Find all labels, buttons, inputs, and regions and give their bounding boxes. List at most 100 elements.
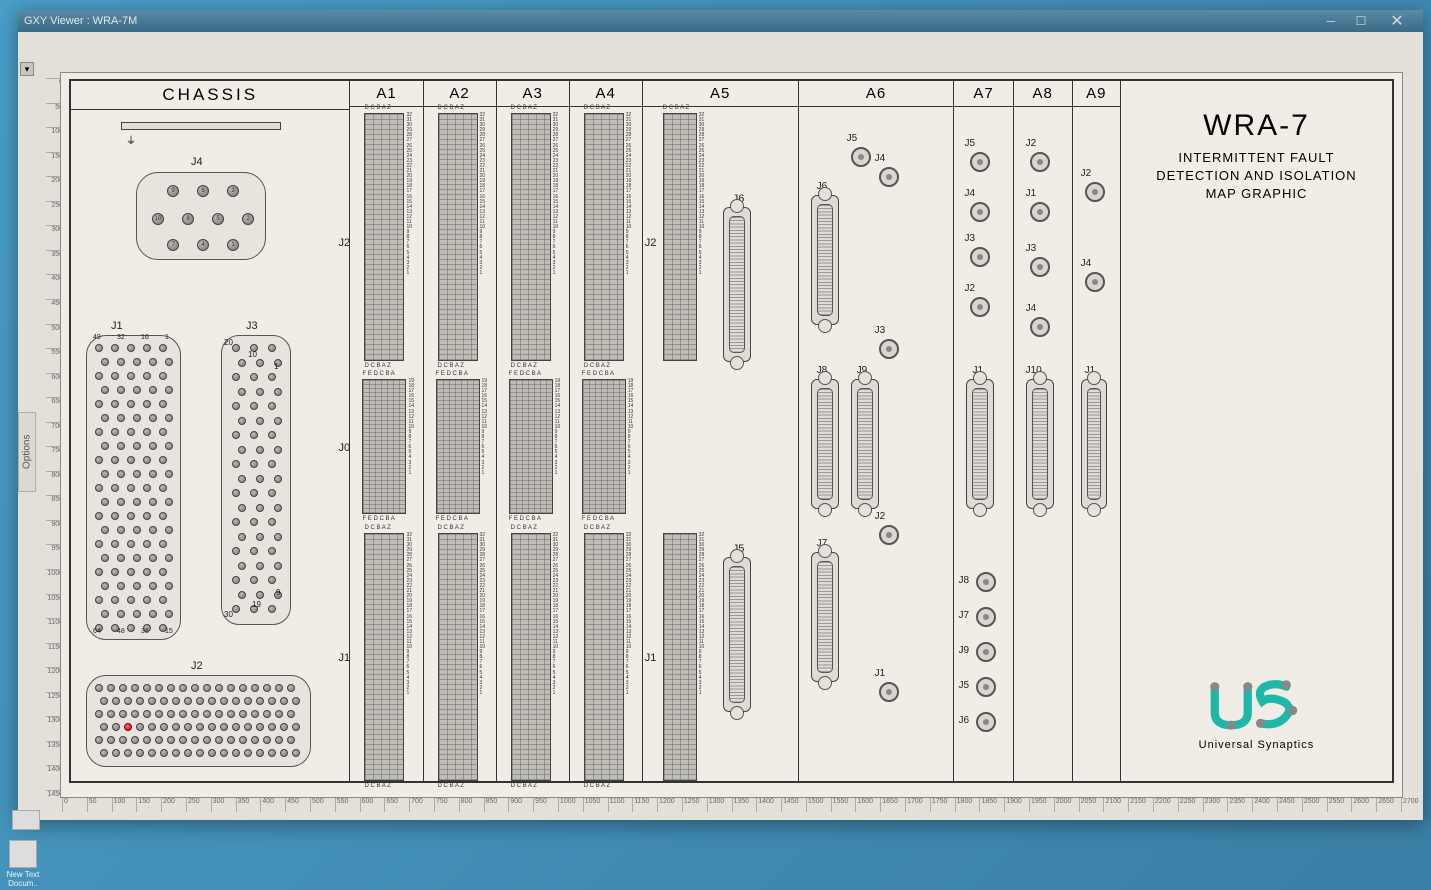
connector-coax[interactable]	[879, 525, 899, 545]
connector-coax[interactable]	[851, 147, 871, 167]
coax-label: J3	[875, 325, 886, 336]
pin	[101, 358, 109, 366]
minimize-button[interactable]: ─	[1317, 13, 1345, 29]
connector-j2-grid[interactable]	[364, 113, 404, 361]
pin	[250, 460, 258, 468]
connector-coax[interactable]	[970, 247, 990, 267]
pin	[220, 749, 228, 757]
ruler-tick: 2350	[1227, 798, 1245, 812]
pin	[111, 568, 119, 576]
connector-dsub[interactable]	[811, 552, 839, 682]
connector-j0-grid[interactable]	[362, 379, 406, 514]
close-button[interactable]: ✕	[1377, 13, 1417, 29]
connector-j4[interactable]: 96310852741	[136, 172, 266, 260]
connector-j1-grid[interactable]	[364, 533, 404, 781]
connector-j2-grid[interactable]	[438, 113, 478, 361]
app-icon	[12, 810, 40, 830]
connector-a5-j5[interactable]	[723, 557, 751, 712]
pin	[101, 498, 109, 506]
pin	[95, 484, 103, 492]
desktop-icon[interactable]: New Text Docum..	[6, 840, 40, 884]
connector-coax[interactable]	[1085, 182, 1105, 202]
connector-coax[interactable]	[879, 339, 899, 359]
connector-j0-grid[interactable]	[582, 379, 626, 514]
pin	[117, 498, 125, 506]
connector-dsub[interactable]	[811, 195, 839, 325]
connector-a5-j1[interactable]	[663, 533, 697, 781]
maximize-button[interactable]: ☐	[1347, 13, 1375, 29]
pin	[215, 684, 223, 692]
pin	[95, 400, 103, 408]
pin	[149, 442, 157, 450]
ruler-tick: 850	[484, 798, 498, 812]
pin	[117, 358, 125, 366]
pin: 3	[227, 185, 239, 197]
pin	[165, 582, 173, 590]
connector-a5-j6[interactable]	[723, 207, 751, 362]
ruler-tick: 2500	[1302, 798, 1320, 812]
connector-coax[interactable]	[970, 297, 990, 317]
connector-j1[interactable]: 493216164483115	[86, 335, 181, 640]
pin	[215, 736, 223, 744]
connector-dsub[interactable]	[851, 379, 879, 509]
connector-coax[interactable]	[976, 642, 996, 662]
ruler-tick: 1050	[583, 798, 601, 812]
pin	[101, 610, 109, 618]
pin	[232, 373, 240, 381]
pin	[101, 582, 109, 590]
row-numbers: 3231302928272625242322212019181716151413…	[699, 113, 705, 276]
connector-j2[interactable]	[86, 675, 311, 767]
connector-coax[interactable]	[879, 682, 899, 702]
connector-dsub[interactable]	[811, 379, 839, 509]
pin	[179, 710, 187, 718]
connector-dsub[interactable]	[1081, 379, 1107, 509]
connector-j2-grid[interactable]	[511, 113, 551, 361]
connector-coax[interactable]	[1085, 272, 1105, 292]
pin	[184, 697, 192, 705]
connector-coax[interactable]	[879, 167, 899, 187]
pin	[159, 512, 167, 520]
connector-coax[interactable]	[1030, 317, 1050, 337]
pin	[167, 710, 175, 718]
connector-coax[interactable]	[970, 152, 990, 172]
coax-label: J1	[875, 668, 886, 679]
pin	[160, 697, 168, 705]
connector-label: J0	[338, 442, 350, 454]
column-letters: F E D C B A	[362, 516, 394, 522]
panel-collapse-button[interactable]: ▾	[20, 62, 34, 76]
pin	[203, 684, 211, 692]
connector-j1-grid[interactable]	[438, 533, 478, 781]
taskbar-icon[interactable]	[12, 810, 34, 832]
connector-coax[interactable]	[976, 712, 996, 732]
connector-coax[interactable]	[976, 607, 996, 627]
connector-a5-j2[interactable]	[663, 113, 697, 361]
connector-j1-grid[interactable]	[584, 533, 624, 781]
connector-label: 31	[141, 628, 149, 635]
connector-coax[interactable]	[976, 572, 996, 592]
connector-label: J5	[964, 138, 975, 149]
connector-dsub[interactable]	[1026, 379, 1054, 509]
connector-j3[interactable]: 2010130199	[221, 335, 291, 625]
connector-coax[interactable]	[1030, 257, 1050, 277]
connector-coax[interactable]	[1030, 152, 1050, 172]
pin	[148, 723, 156, 731]
connector-j2-grid[interactable]	[584, 113, 624, 361]
connector-coax[interactable]	[1030, 202, 1050, 222]
pin	[131, 710, 139, 718]
connector-dsub[interactable]	[966, 379, 994, 509]
pin	[133, 554, 141, 562]
pin	[112, 723, 120, 731]
connector-coax[interactable]	[970, 202, 990, 222]
options-tab[interactable]: Options	[18, 412, 36, 492]
drawing-sheet[interactable]: CHASSIS⏚J496310852741J1493216164483115J3…	[60, 72, 1403, 798]
connector-j0-grid[interactable]	[436, 379, 480, 514]
pin	[172, 749, 180, 757]
column-letters: D C B A Z	[438, 363, 464, 369]
column-header: A4	[570, 81, 642, 107]
connector-coax[interactable]	[976, 677, 996, 697]
ruler-tick: 950	[533, 798, 547, 812]
connector-j1-grid[interactable]	[511, 533, 551, 781]
pin	[227, 736, 235, 744]
connector-j0-grid[interactable]	[509, 379, 553, 514]
pin	[101, 442, 109, 450]
